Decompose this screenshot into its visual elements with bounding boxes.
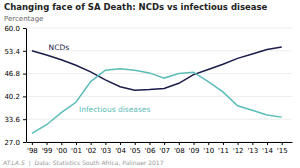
tick: 40.2 <box>4 93 26 101</box>
chart-svg: '98 '99'00 '01 '02'03 '04 '05 '06'07 '08 '09'10 '… <box>0 0 300 168</box>
annotation: | Data: Statistics South Africa, Palinae… <box>25 159 164 167</box>
tick-mark <box>32 142 33 145</box>
tick-label: '02 <box>86 147 97 155</box>
tick-mark <box>252 142 253 145</box>
axis-line <box>26 29 27 143</box>
tick-mark <box>282 142 283 145</box>
tick-mark <box>120 142 121 145</box>
tick-label: '05 <box>130 147 141 155</box>
tick-mark <box>164 142 165 145</box>
tick-mark <box>179 142 180 145</box>
tick: '08 <box>174 142 185 155</box>
tick: 60.0 <box>4 25 26 33</box>
tick-label: '04 <box>115 147 126 155</box>
y-axis: 27.0 33.6 40.2 46.8 53.4 60.0 <box>4 25 26 147</box>
tick: '06 <box>145 142 156 155</box>
tick-label: '10 <box>203 147 214 155</box>
tick: 33.6 <box>4 116 26 124</box>
tick: '07 <box>159 142 170 155</box>
tick-label: '00 <box>56 147 67 155</box>
x-axis: '98 '99'00 '01 '02'03 '04 '05 '06'07 '08 '09'10 '… <box>27 142 293 155</box>
tick: '14 <box>262 142 273 155</box>
grid-line <box>26 28 292 29</box>
plot: '98 '99'00 '01 '02'03 '04 '05 '06'07 '08 '09'10 '… <box>4 25 292 155</box>
tick-label: '06 <box>145 147 156 155</box>
tick-mark <box>47 142 48 145</box>
annotation: AT.LA.S <box>2 159 25 166</box>
grid-line <box>26 119 292 120</box>
tick-label: '03 <box>100 147 111 155</box>
tick-label: '09 <box>189 147 200 155</box>
tick-label: 40.2 <box>4 93 20 101</box>
chart-container: '98 '99'00 '01 '02'03 '04 '05 '06'07 '08 '09'10 '… <box>0 0 300 168</box>
tick: '03 <box>100 142 111 155</box>
tick-label: '08 <box>174 147 185 155</box>
tick-label: 60.0 <box>4 25 20 33</box>
tick-mark <box>149 142 150 145</box>
tick-label: '99 <box>42 147 53 155</box>
y-axis-title: Percentage <box>4 15 43 23</box>
grid-line <box>26 142 292 143</box>
tick: 46.8 <box>4 70 26 78</box>
tick-label: '07 <box>159 147 170 155</box>
tick-label: '12 <box>233 147 244 155</box>
tick: '09 <box>189 142 200 155</box>
lines <box>32 47 282 133</box>
tick: '98 <box>27 142 38 155</box>
tick-mark <box>23 51 26 52</box>
tick: 27.0 <box>4 139 26 147</box>
tick-label: '11 <box>218 147 229 155</box>
tick-label: 27.0 <box>4 139 20 147</box>
tick-label: '13 <box>247 147 258 155</box>
tick: '01 <box>71 142 82 155</box>
tick-mark <box>23 142 26 143</box>
tick: 53.4 <box>4 48 26 56</box>
tick-mark <box>76 142 77 145</box>
series-line <box>32 69 282 134</box>
tick-mark <box>61 142 62 145</box>
tick-mark <box>23 28 26 29</box>
tick-label: 53.4 <box>4 48 20 56</box>
tick-mark <box>135 142 136 145</box>
tick-label: 33.6 <box>4 116 20 124</box>
tick: '11 <box>218 142 229 155</box>
tick-mark <box>23 74 26 75</box>
tick: '00 <box>56 142 67 155</box>
tick: '12 <box>233 142 244 155</box>
tick: '15 <box>277 142 288 155</box>
tick-mark <box>91 142 92 145</box>
tick-mark <box>208 142 209 145</box>
tick: '02 <box>86 142 97 155</box>
tick: '05 <box>130 142 141 155</box>
tick: '99 <box>42 142 53 155</box>
grid <box>26 28 292 142</box>
tick-mark <box>105 142 106 145</box>
tick-label: 46.8 <box>4 70 20 78</box>
tick-mark <box>238 142 239 145</box>
series-label: Infectious diseases <box>79 105 150 114</box>
tick-mark <box>194 142 195 145</box>
grid-line <box>26 73 292 74</box>
tick-label: '15 <box>277 147 288 155</box>
tick: '04 <box>115 142 126 155</box>
tick: '13 <box>247 142 258 155</box>
title: Changing face of SA Death: NCDs vs infec… <box>4 2 268 12</box>
series-label: NCDs <box>49 43 70 52</box>
tick-mark <box>267 142 268 145</box>
tick-label: '01 <box>71 147 82 155</box>
tick: '10 <box>203 142 214 155</box>
tick-mark <box>23 96 26 97</box>
tick-label: '14 <box>262 147 273 155</box>
series-line <box>32 47 282 90</box>
tick-label: '98 <box>27 147 38 155</box>
tick-mark <box>23 119 26 120</box>
tick-mark <box>223 142 224 145</box>
grid-line <box>26 96 292 97</box>
